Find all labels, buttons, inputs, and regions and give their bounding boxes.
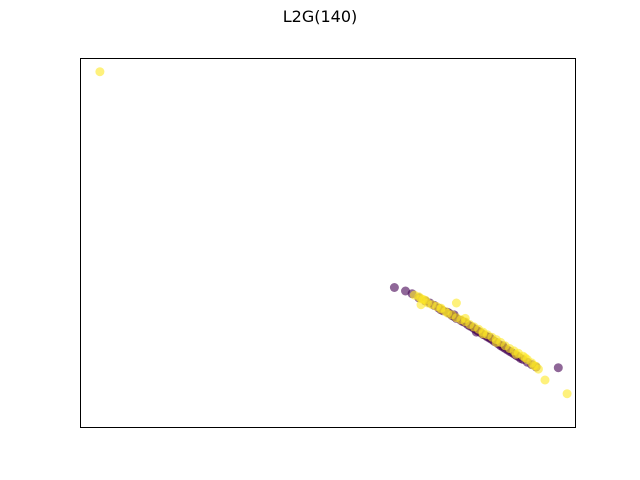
scatter-point [436,303,446,313]
scatter-point [95,67,105,77]
chart-title: L2G(140) [282,7,358,26]
scatter-point [460,313,470,323]
scatter-point [511,349,521,359]
scatter-point [478,329,488,339]
scatter-point [416,300,426,310]
scatter-point [451,298,461,308]
scatter-point [562,389,572,399]
axes-frame [80,58,576,428]
scatter-point [491,337,501,347]
scatter-point [540,375,550,385]
points-layer [95,67,572,399]
scatter-point [520,353,530,363]
scatter-point [533,364,543,374]
scatter-point [553,363,563,373]
scatter-point [389,283,399,292]
